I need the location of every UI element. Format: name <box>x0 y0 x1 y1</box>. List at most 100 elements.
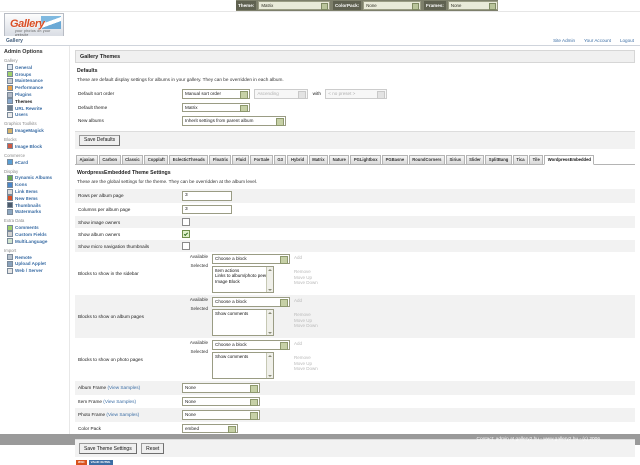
blocks-to-show-in-the-sidebar-selected-list[interactable]: Item actions Links to album/photo peers Im… <box>212 266 274 293</box>
album-frame-select[interactable]: None <box>182 383 260 393</box>
tab-tile[interactable]: Tile <box>529 155 544 164</box>
chevron-down-icon <box>250 412 258 420</box>
sidebar-item-remote[interactable]: Remote <box>3 254 69 261</box>
sidebar-item-imagemagick[interactable]: ImageMagick <box>3 127 69 134</box>
scrollbar[interactable] <box>266 267 273 292</box>
gallery-logo[interactable]: Gallery your photos on your website <box>4 13 64 37</box>
sidebar-item-custom-fields[interactable]: Custom Fields <box>3 231 69 238</box>
w3c-badge[interactable]: W3C <box>76 460 87 465</box>
sidebar-item-url-rewrite[interactable]: URL Rewrite <box>3 105 69 112</box>
rows-per-page-input[interactable]: 3 <box>182 191 232 201</box>
move-up-button[interactable]: Move Up <box>294 360 313 366</box>
tab-roundcorners[interactable]: RoundCorners <box>408 155 445 164</box>
scrollbar[interactable] <box>266 310 273 335</box>
cols-per-page-input[interactable]: 3 <box>182 204 232 214</box>
sidebar-item-ecard[interactable]: eCard <box>3 159 69 166</box>
move-up-button[interactable]: Move Up <box>294 317 313 323</box>
tab-nature[interactable]: Nature <box>329 155 350 164</box>
frames-selector[interactable]: None <box>447 1 499 10</box>
sidebar-item-new-items[interactable]: New Items <box>3 195 69 202</box>
tab-tica[interactable]: Tica <box>512 155 529 164</box>
item-frame-view-samples-link[interactable]: (View Samples) <box>103 398 137 404</box>
tab-forsale[interactable]: ForSale <box>250 155 273 164</box>
blocks-to-show-on-album-pages-selected-list[interactable]: Show comments <box>212 309 274 336</box>
remove-button[interactable]: Remove <box>294 269 311 274</box>
list-item[interactable]: Links to album/photo peers <box>215 273 270 279</box>
item-frame-select[interactable]: None <box>182 396 260 406</box>
sidebar-item-link-items[interactable]: Link Items <box>3 188 69 195</box>
list-item[interactable]: Image Block <box>215 278 240 284</box>
tab-copplaft[interactable]: Copplaft <box>144 155 169 164</box>
sidebar-item-thumbnails[interactable]: Thumbnails <box>3 202 69 209</box>
add-block-button[interactable]: Add <box>294 341 303 346</box>
sidebar-item-web-server[interactable]: Web / Server <box>3 267 69 274</box>
sidebar-item-dynamic-albums[interactable]: Dynamic Albums <box>3 174 69 182</box>
tab-classic[interactable]: Classic <box>121 155 144 164</box>
album-frame-view-samples-link[interactable]: (View Samples) <box>107 385 141 391</box>
xhtml-valid-badge[interactable]: VALID XHTML <box>88 460 113 465</box>
colorpack-selector[interactable]: None <box>363 1 422 10</box>
move-down-button[interactable]: Move Down <box>294 280 318 286</box>
show-image-owners-checkbox[interactable] <box>182 218 190 226</box>
blocks-to-show-on-album-pages-available-select[interactable]: Choose a block <box>212 297 290 307</box>
tab-hybrid[interactable]: Hybrid <box>287 155 308 164</box>
add-block-button[interactable]: Add <box>294 298 303 303</box>
sidebar-item-upload-applet[interactable]: Upload Applet <box>3 260 69 267</box>
sidebar-item-plugins[interactable]: Plugins <box>3 91 69 98</box>
show-micro-nav-checkbox[interactable] <box>182 242 190 250</box>
sidebar-item-performance[interactable]: Performance <box>3 84 69 91</box>
sidebar-item-maintenance[interactable]: Maintenance <box>3 77 69 85</box>
save-defaults-button[interactable]: Save Defaults <box>79 134 121 146</box>
tab-carbon[interactable]: Carbon <box>98 155 121 164</box>
move-down-button[interactable]: Move Down <box>294 323 318 329</box>
blocks-to-show-on-photo-pages-selected-list[interactable]: Show comments <box>212 352 274 379</box>
tab-g3[interactable]: G3 <box>273 155 287 164</box>
default-theme-select[interactable]: Matrix <box>182 102 250 112</box>
sidebar-item-comments[interactable]: Comments <box>3 224 69 231</box>
your-account-link[interactable]: Your Account <box>584 38 611 43</box>
sidebar-item-image-block[interactable]: Image Block <box>3 143 69 150</box>
breadcrumb[interactable]: Gallery <box>6 37 23 44</box>
tab-pglightbox[interactable]: PGLightbox <box>350 155 382 164</box>
sidebar-item-multilanguage[interactable]: MultiLanguage <box>3 238 69 245</box>
sidebar-item-label: New Items <box>15 195 38 201</box>
site-admin-link[interactable]: Site Admin <box>553 38 576 43</box>
tab-wordpressembedded[interactable]: WordpressEmbedded <box>544 154 595 165</box>
tab-floatrix[interactable]: Floatrix <box>209 155 232 164</box>
move-up-button[interactable]: Move Up <box>294 274 313 280</box>
tab-matrix[interactable]: Matrix <box>308 155 329 164</box>
color-pack-select[interactable]: embed <box>182 423 238 433</box>
blocks-to-show-in-the-sidebar-available-select[interactable]: Choose a block <box>212 254 290 264</box>
remove-button[interactable]: Remove <box>294 312 311 317</box>
theme-selector[interactable]: Matrix <box>258 1 330 10</box>
tab-slider[interactable]: Slider <box>465 155 485 164</box>
tab-fluid[interactable]: Fluid <box>232 155 250 164</box>
sidebar-item-watermarks[interactable]: Watermarks <box>3 208 69 216</box>
sort-preset-select[interactable]: < no preset > <box>325 89 388 99</box>
tab-splitbang[interactable]: SplitBang <box>485 155 512 164</box>
scrollbar[interactable] <box>266 353 273 378</box>
logout-link[interactable]: Logout <box>619 38 634 43</box>
new-albums-select[interactable]: Inherit settings from parent album <box>182 116 286 126</box>
sidebar-item-general[interactable]: General <box>3 64 69 71</box>
sort-direction-select[interactable]: Ascending <box>254 89 309 99</box>
sidebar-item-users[interactable]: Users <box>3 111 69 118</box>
list-item[interactable]: Item actions <box>215 268 240 273</box>
tab-ajaxian[interactable]: Ajaxian <box>76 155 98 164</box>
default-sort-order-select[interactable]: Manual sort order <box>182 89 250 99</box>
sidebar-item-themes[interactable]: Themes <box>3 98 69 105</box>
tab-sirius[interactable]: Sirius <box>446 155 465 164</box>
remove-button[interactable]: Remove <box>294 355 311 360</box>
show-album-owners-checkbox[interactable] <box>182 230 190 238</box>
list-item[interactable]: Show comments <box>215 311 249 316</box>
list-item[interactable]: Show comments <box>215 354 249 359</box>
tab-eclecticthreads[interactable]: EclecticThreads <box>169 155 209 164</box>
photo-frame-select[interactable]: None <box>182 410 260 420</box>
blocks-to-show-on-photo-pages-available-select[interactable]: Choose a block <box>212 340 290 350</box>
add-block-button[interactable]: Add <box>294 255 303 260</box>
photo-frame-view-samples-link[interactable]: (View Samples) <box>106 412 140 418</box>
tab-pgbasne[interactable]: PGBasne <box>382 155 408 164</box>
sidebar-item-groups[interactable]: Groups <box>3 71 69 78</box>
move-down-button[interactable]: Move Down <box>294 366 318 372</box>
sidebar-item-icons[interactable]: Icons <box>3 181 69 188</box>
